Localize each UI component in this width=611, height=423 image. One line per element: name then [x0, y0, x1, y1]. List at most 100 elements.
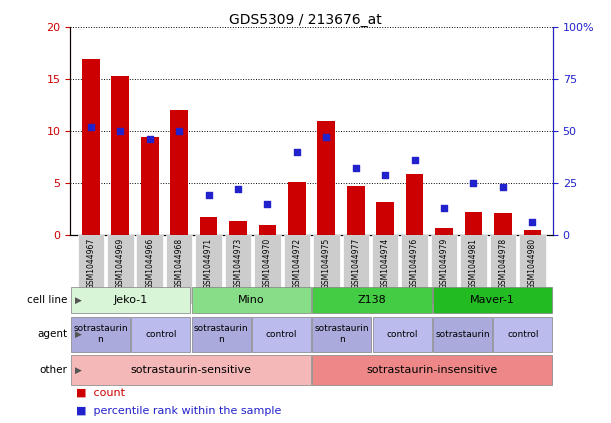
Point — [410, 157, 420, 164]
Point — [292, 148, 302, 155]
FancyBboxPatch shape — [519, 236, 546, 304]
Text: control: control — [145, 330, 177, 339]
Text: Jeko-1: Jeko-1 — [114, 295, 148, 305]
Text: ■  percentile rank within the sample: ■ percentile rank within the sample — [76, 406, 282, 416]
Point — [527, 219, 537, 226]
Bar — [170, 110, 188, 235]
FancyBboxPatch shape — [254, 236, 280, 304]
FancyBboxPatch shape — [78, 236, 104, 304]
Text: sotrastaurin
n: sotrastaurin n — [315, 324, 369, 344]
Text: sotrastaurin
n: sotrastaurin n — [194, 324, 249, 344]
Point — [115, 128, 125, 135]
Text: GSM1044966: GSM1044966 — [145, 238, 154, 289]
FancyBboxPatch shape — [71, 317, 130, 352]
Text: sotrastaurin-sensitive: sotrastaurin-sensitive — [130, 365, 252, 375]
Text: sotrastaurin-insensitive: sotrastaurin-insensitive — [367, 365, 498, 375]
Text: Mino: Mino — [238, 295, 265, 305]
Bar — [200, 217, 218, 235]
Bar — [258, 225, 276, 235]
Text: sotrastaurin
n: sotrastaurin n — [73, 324, 128, 344]
FancyBboxPatch shape — [431, 236, 457, 304]
Text: GSM1044967: GSM1044967 — [86, 238, 95, 289]
Bar — [288, 182, 306, 235]
Bar — [141, 137, 159, 235]
Text: GSM1044980: GSM1044980 — [528, 238, 537, 288]
Bar — [435, 228, 453, 235]
Text: GSM1044976: GSM1044976 — [410, 238, 419, 289]
Text: ▶: ▶ — [75, 330, 82, 339]
Point — [351, 165, 360, 172]
Text: GDS5309 / 213676_at: GDS5309 / 213676_at — [229, 13, 382, 27]
Text: cell line: cell line — [27, 295, 67, 305]
Text: GSM1044974: GSM1044974 — [381, 238, 390, 289]
FancyBboxPatch shape — [373, 317, 432, 352]
Point — [439, 204, 449, 211]
Bar — [464, 212, 482, 235]
Text: ■  count: ■ count — [76, 388, 125, 398]
Bar — [111, 76, 129, 235]
Text: GSM1044975: GSM1044975 — [322, 238, 331, 289]
FancyBboxPatch shape — [489, 236, 516, 304]
Text: GSM1044970: GSM1044970 — [263, 238, 272, 289]
FancyBboxPatch shape — [312, 317, 371, 352]
FancyBboxPatch shape — [107, 236, 134, 304]
Point — [498, 184, 508, 190]
FancyBboxPatch shape — [252, 317, 311, 352]
Bar — [229, 221, 247, 235]
Text: control: control — [266, 330, 297, 339]
Point — [174, 128, 184, 135]
Text: GSM1044969: GSM1044969 — [116, 238, 125, 289]
Text: ▶: ▶ — [75, 365, 82, 375]
FancyBboxPatch shape — [401, 236, 428, 304]
Bar — [406, 173, 423, 235]
Text: Maver-1: Maver-1 — [470, 295, 515, 305]
Text: GSM1044979: GSM1044979 — [439, 238, 448, 289]
FancyBboxPatch shape — [343, 236, 369, 304]
Text: control: control — [386, 330, 418, 339]
Text: sotrastaurin: sotrastaurin — [435, 330, 490, 339]
Bar — [347, 186, 365, 235]
Text: GSM1044968: GSM1044968 — [175, 238, 184, 288]
FancyBboxPatch shape — [136, 236, 163, 304]
FancyBboxPatch shape — [433, 287, 552, 313]
Bar — [82, 58, 100, 235]
FancyBboxPatch shape — [131, 317, 191, 352]
Text: GSM1044973: GSM1044973 — [233, 238, 243, 289]
FancyBboxPatch shape — [71, 287, 191, 313]
Point — [469, 179, 478, 186]
FancyBboxPatch shape — [313, 236, 340, 304]
FancyBboxPatch shape — [493, 317, 552, 352]
FancyBboxPatch shape — [433, 317, 492, 352]
FancyBboxPatch shape — [312, 355, 552, 385]
Point — [233, 186, 243, 192]
Point — [203, 192, 213, 199]
Text: GSM1044972: GSM1044972 — [293, 238, 301, 288]
Text: Z138: Z138 — [357, 295, 386, 305]
Point — [380, 171, 390, 178]
FancyBboxPatch shape — [196, 236, 222, 304]
Text: GSM1044971: GSM1044971 — [204, 238, 213, 288]
FancyBboxPatch shape — [312, 287, 432, 313]
Bar — [318, 121, 335, 235]
Bar — [524, 230, 541, 235]
Point — [145, 136, 155, 143]
Point — [86, 124, 96, 130]
Text: other: other — [39, 365, 67, 375]
FancyBboxPatch shape — [166, 236, 192, 304]
FancyBboxPatch shape — [225, 236, 251, 304]
Text: GSM1044978: GSM1044978 — [499, 238, 507, 288]
Text: control: control — [507, 330, 538, 339]
FancyBboxPatch shape — [191, 287, 311, 313]
FancyBboxPatch shape — [71, 355, 311, 385]
Text: GSM1044981: GSM1044981 — [469, 238, 478, 288]
Bar — [494, 213, 512, 235]
Point — [321, 134, 331, 141]
Text: ▶: ▶ — [75, 295, 82, 305]
Text: GSM1044977: GSM1044977 — [351, 238, 360, 289]
Text: agent: agent — [37, 329, 67, 339]
Point — [263, 201, 273, 207]
FancyBboxPatch shape — [191, 317, 251, 352]
FancyBboxPatch shape — [372, 236, 398, 304]
FancyBboxPatch shape — [460, 236, 487, 304]
FancyBboxPatch shape — [284, 236, 310, 304]
